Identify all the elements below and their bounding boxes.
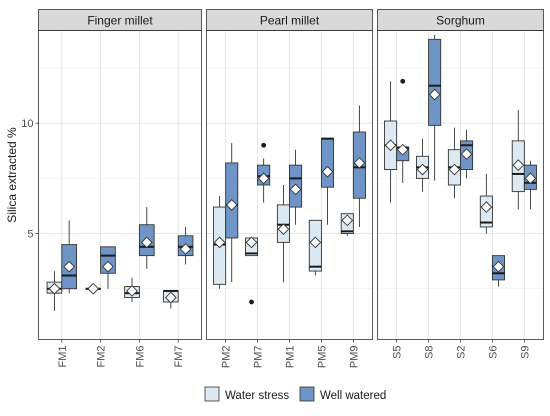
facet-panel: Sorghum S5 S8 S2 S6 S9 bbox=[377, 9, 544, 359]
x-tick-label: S5 bbox=[392, 346, 404, 359]
x-tick-label: PM9 bbox=[348, 346, 360, 369]
box-pm2-water-stress bbox=[213, 196, 227, 289]
box-body bbox=[428, 38, 442, 126]
mean-marker bbox=[63, 260, 75, 273]
outlier-point bbox=[249, 299, 254, 305]
legend: Water stress Well watered bbox=[204, 386, 386, 402]
mean-marker bbox=[213, 236, 226, 249]
y-tick-label: 10 bbox=[21, 118, 33, 130]
legend-key bbox=[204, 386, 220, 402]
x-tick-label: FM1 bbox=[57, 346, 69, 368]
x-tick-label: PM2 bbox=[221, 346, 233, 369]
box-s2-water-stress bbox=[447, 127, 461, 199]
mean-marker bbox=[480, 201, 493, 213]
mean-marker bbox=[512, 159, 525, 171]
box-fm6-well-watered bbox=[138, 207, 155, 269]
x-tick-label: PM7 bbox=[253, 346, 265, 369]
box-pm5-well-watered bbox=[320, 137, 335, 225]
box-s6-well-watered bbox=[491, 255, 506, 287]
legend-label: Water stress bbox=[225, 390, 289, 402]
x-tick-label: S9 bbox=[519, 346, 531, 359]
mean-marker bbox=[165, 291, 177, 304]
y-axis-title: Silica extracted % bbox=[5, 127, 19, 223]
box-s5-water-stress bbox=[384, 81, 398, 203]
facet-label: Finger millet bbox=[87, 14, 153, 28]
box-pm1-water-stress bbox=[276, 185, 290, 283]
outlier-point bbox=[400, 78, 406, 84]
mean-marker bbox=[353, 157, 366, 169]
facet-panel: Pearl millet PM2 PM7 PM1 PM5 PM9 bbox=[206, 9, 373, 369]
mean-marker bbox=[277, 223, 290, 235]
box-pm7-well-watered bbox=[257, 142, 271, 203]
mean-marker bbox=[309, 236, 322, 249]
mean-marker bbox=[524, 172, 537, 185]
box-s9-well-watered bbox=[523, 160, 537, 210]
x-tick-label: FM6 bbox=[134, 346, 146, 368]
mean-marker bbox=[384, 139, 397, 152]
box-s8-water-stress bbox=[415, 138, 430, 192]
box-pm5-water-stress bbox=[308, 219, 322, 276]
box-pm1-well-watered bbox=[289, 149, 303, 225]
box-s5-well-watered bbox=[396, 78, 410, 183]
box-fm1-water-stress bbox=[46, 271, 63, 311]
box-pm7-water-stress bbox=[244, 236, 259, 305]
box-fm1-well-watered bbox=[61, 220, 77, 294]
facet-label: Sorghum bbox=[436, 14, 485, 28]
facet-label: Pearl millet bbox=[260, 14, 320, 28]
box-fm7-water-stress bbox=[163, 289, 179, 309]
x-tick-label: S6 bbox=[487, 346, 499, 359]
box-s2-well-watered bbox=[460, 129, 474, 179]
x-tick-label: FM7 bbox=[173, 346, 185, 368]
mean-marker bbox=[448, 163, 461, 176]
mean-marker bbox=[87, 282, 100, 295]
mean-marker bbox=[341, 214, 354, 227]
outlier-point bbox=[261, 142, 267, 148]
mean-marker bbox=[48, 282, 61, 295]
x-tick-label: S8 bbox=[424, 346, 436, 359]
mean-marker bbox=[396, 143, 409, 156]
facet-panels: Finger millet FM1 FM2 FM6 FM7 Pearl millet PM2… bbox=[21, 9, 544, 369]
box-s8-well-watered bbox=[428, 34, 442, 181]
mean-marker bbox=[492, 260, 505, 273]
box-fm2-water-stress bbox=[85, 282, 102, 295]
mean-marker bbox=[245, 236, 258, 249]
box-pm2-well-watered bbox=[225, 143, 239, 283]
y-tick-label: 5 bbox=[27, 229, 33, 241]
x-tick-label: S2 bbox=[456, 346, 468, 359]
y-axis: 5 10 bbox=[21, 118, 39, 241]
legend-key bbox=[299, 386, 315, 402]
box-body bbox=[320, 138, 335, 188]
x-tick-label: PM1 bbox=[285, 346, 297, 369]
mean-marker bbox=[140, 236, 153, 249]
facet-panel: Finger millet FM1 FM2 FM6 FM7 bbox=[38, 9, 202, 368]
box-s6-water-stress bbox=[479, 173, 493, 234]
box-fm7-well-watered bbox=[177, 226, 194, 265]
mean-marker bbox=[257, 172, 270, 185]
box-fm6-water-stress bbox=[124, 277, 140, 302]
mean-marker bbox=[460, 148, 473, 160]
mean-marker bbox=[416, 163, 429, 176]
mean-marker bbox=[428, 88, 441, 101]
mean-marker bbox=[321, 165, 334, 178]
mean-marker bbox=[179, 243, 192, 255]
mean-marker bbox=[289, 183, 302, 196]
panel-border bbox=[38, 30, 202, 340]
box-pm9-water-stress bbox=[340, 213, 354, 236]
mean-marker bbox=[225, 199, 238, 211]
x-tick-label: PM5 bbox=[316, 346, 328, 369]
legend-label: Well watered bbox=[320, 390, 386, 402]
x-tick-label: FM2 bbox=[96, 346, 108, 368]
box-pm9-well-watered bbox=[352, 105, 366, 227]
mean-marker bbox=[126, 285, 138, 297]
mean-marker bbox=[102, 260, 114, 273]
box-fm2-well-watered bbox=[100, 246, 116, 289]
